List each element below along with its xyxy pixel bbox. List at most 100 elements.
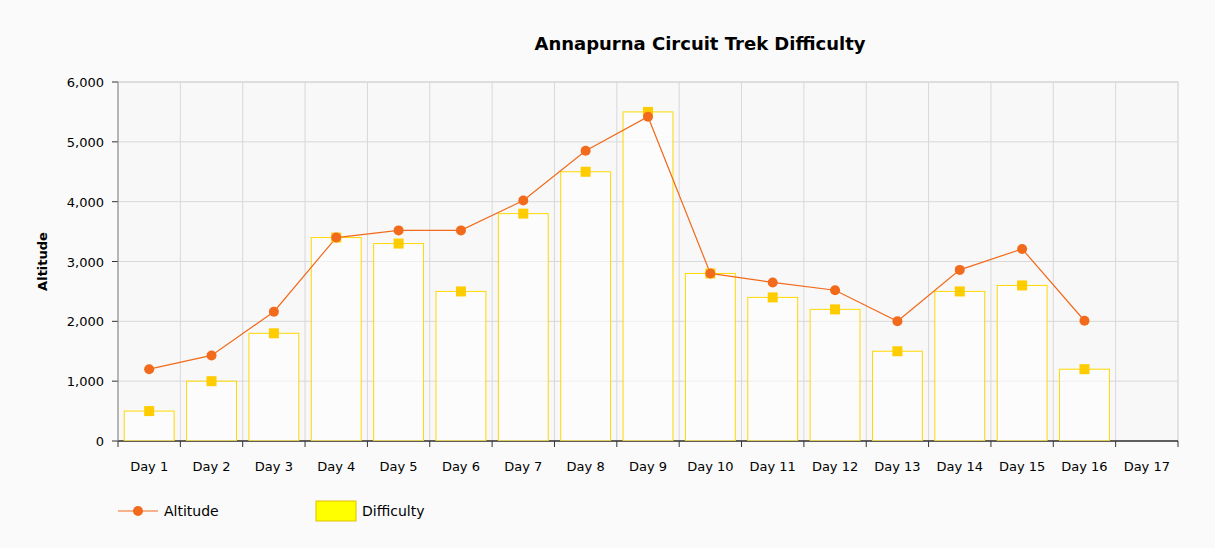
marker: [955, 286, 965, 296]
grid-line: [1115, 82, 1116, 441]
marker: [705, 268, 715, 278]
x-tick-label: Day 4: [317, 459, 355, 474]
grid-line: [554, 82, 555, 441]
legend-swatch: [133, 506, 143, 516]
bar: [685, 273, 735, 441]
x-tick-label: Day 5: [380, 459, 418, 474]
plot-area: [118, 82, 1178, 441]
x-tick-label: Day 15: [999, 459, 1045, 474]
marker: [768, 277, 778, 287]
bar: [872, 351, 922, 441]
legend-label: Altitude: [164, 503, 219, 519]
tick: [741, 441, 742, 447]
bar: [311, 238, 361, 441]
bar: [997, 285, 1047, 441]
title: Annapurna Circuit Trek Difficulty: [534, 33, 865, 54]
tick: [112, 141, 118, 142]
legend-swatch: [316, 501, 356, 521]
tick: [803, 441, 804, 447]
marker: [581, 167, 591, 177]
grid-line: [616, 82, 617, 441]
marker: [207, 350, 217, 360]
marker: [1017, 244, 1027, 254]
marker: [892, 316, 902, 326]
tick: [112, 321, 118, 322]
grid-line: [429, 82, 430, 441]
x-tick-label: Day 13: [874, 459, 920, 474]
tick: [118, 441, 119, 447]
bar: [810, 309, 860, 441]
tick: [112, 441, 118, 442]
marker: [394, 239, 404, 249]
marker: [768, 292, 778, 302]
tick-label: 2,000: [67, 314, 104, 329]
marker: [830, 285, 840, 295]
marker: [518, 195, 528, 205]
bar: [436, 291, 486, 441]
bar: [374, 244, 424, 441]
marker: [643, 112, 653, 122]
tick: [1115, 441, 1116, 447]
chart: Annapurna Circuit Trek Difficulty Altitud…: [0, 0, 1215, 548]
grid-line: [866, 82, 867, 441]
tick: [112, 381, 118, 382]
tick: [554, 441, 555, 447]
grid-line: [1053, 82, 1054, 441]
bar: [935, 291, 985, 441]
tick-label: 3,000: [67, 255, 104, 270]
x-tick-label: Day 1: [130, 459, 168, 474]
tick-label: 5,000: [67, 135, 104, 150]
marker: [955, 265, 965, 275]
x-tick-label: Day 3: [255, 459, 293, 474]
tick: [866, 441, 867, 447]
grid-line: [118, 82, 1178, 83]
bar: [187, 381, 237, 441]
marker: [518, 209, 528, 219]
marker: [581, 146, 591, 156]
tick: [242, 441, 243, 447]
tick: [429, 441, 430, 447]
x-tick-label: Day 16: [1061, 459, 1107, 474]
tick: [928, 441, 929, 447]
marker: [269, 307, 279, 317]
marker: [456, 286, 466, 296]
tick: [112, 82, 118, 83]
marker: [331, 233, 341, 243]
marker: [705, 268, 715, 278]
tick-label: 4,000: [67, 195, 104, 210]
marker: [830, 304, 840, 314]
bar: [561, 172, 611, 441]
marker: [892, 346, 902, 356]
grid-line: [367, 82, 368, 441]
tick: [1053, 441, 1054, 447]
y-axis-label: Altitude: [35, 232, 50, 291]
line: [149, 117, 1084, 369]
marker: [144, 364, 154, 374]
x-tick-label: Day 12: [812, 459, 858, 474]
x-tick-label: Day 6: [442, 459, 480, 474]
tick: [367, 441, 368, 447]
plot-marks: [124, 107, 1109, 441]
grid-line: [492, 82, 493, 441]
tick-label: 1,000: [67, 374, 104, 389]
background: [0, 0, 1215, 548]
grid-line: [990, 82, 991, 441]
grid-line: [803, 82, 804, 441]
grid-line: [741, 82, 742, 441]
marker: [144, 406, 154, 416]
x-tick-label: Day 14: [937, 459, 983, 474]
legend-label: Difficulty: [362, 503, 424, 519]
bar: [498, 214, 548, 441]
marker: [207, 376, 217, 386]
tick-label: 6,000: [67, 75, 104, 90]
tick: [112, 201, 118, 202]
x-tick-label: Day 8: [567, 459, 605, 474]
grid-line: [679, 82, 680, 441]
grid-line: [242, 82, 243, 441]
tick: [112, 261, 118, 262]
tick: [305, 441, 306, 447]
marker: [1079, 364, 1089, 374]
tick: [492, 441, 493, 447]
bar: [249, 333, 299, 441]
x-tick-label: Day 11: [750, 459, 796, 474]
